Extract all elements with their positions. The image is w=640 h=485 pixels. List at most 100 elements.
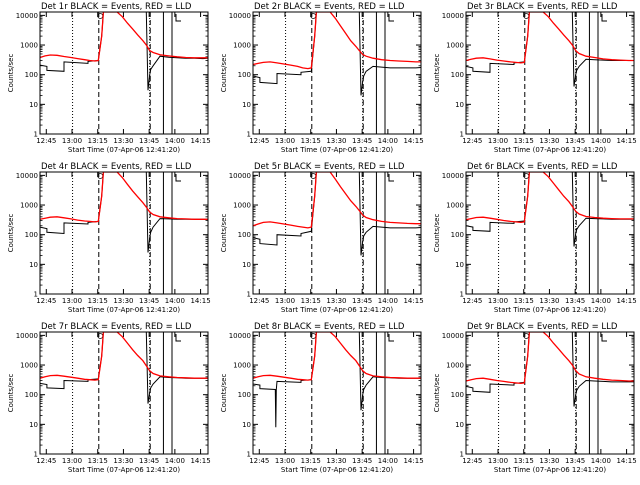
y-tick-label: 10000: [229, 12, 251, 20]
x-tick-label: 14:15: [616, 297, 636, 305]
x-tick-label: 13:00: [488, 297, 508, 305]
plot-frame: [465, 331, 635, 455]
x-tick-label: 13:45: [139, 457, 159, 465]
x-tick-label: 14:15: [403, 297, 423, 305]
y-tick-label: 10000: [16, 332, 38, 340]
x-tick-label: 12:45: [249, 137, 269, 145]
x-tick-label: 13:30: [539, 457, 559, 465]
x-tick-label: 13:00: [62, 137, 82, 145]
series-line-events: [253, 172, 421, 256]
x-tick-label: 13:15: [514, 137, 534, 145]
y-tick-label: 10000: [442, 332, 464, 340]
y-tick-label: 1000: [20, 42, 38, 50]
x-tick-label: 13:15: [88, 297, 108, 305]
time-bracket-mark: [175, 14, 181, 22]
x-tick-label: 13:15: [301, 137, 321, 145]
time-bracket-mark: [175, 334, 181, 342]
x-tick-label: 12:45: [36, 297, 56, 305]
x-tick-label: 13:15: [514, 297, 534, 305]
y-tick-label: 10: [455, 261, 464, 269]
plot-frame: [465, 11, 635, 135]
series-line-events: [253, 332, 421, 428]
chart-panel-6: Det 6r BLACK = Events, RED = LLD 1 10 100 10…: [433, 162, 637, 314]
x-tick-label: 13:00: [275, 137, 295, 145]
x-tick-label: 14:00: [378, 457, 398, 465]
x-tick-label: 13:30: [326, 137, 346, 145]
x-tick-label: 14:00: [591, 297, 611, 305]
plot-frame: [39, 11, 209, 135]
y-tick-label: 100: [25, 391, 38, 399]
y-tick-label: 10: [242, 261, 251, 269]
plot-frame: [39, 331, 209, 455]
y-axis-label: Counts/sec: [220, 214, 228, 253]
x-tick-label: 13:30: [539, 297, 559, 305]
series-line-lld: [40, 12, 208, 62]
time-bracket-mark: [388, 334, 394, 342]
chart-panel-7: Det 7r BLACK = Events, RED = LLD 1 10 100 10…: [7, 322, 211, 474]
x-tick-label: 13:30: [326, 297, 346, 305]
y-tick-label: 10: [29, 421, 38, 429]
y-tick-label: 1: [460, 451, 464, 459]
series-line-events: [466, 332, 634, 407]
y-tick-label: 1: [460, 291, 464, 299]
series-line-events: [466, 12, 634, 87]
plot-frame: [39, 171, 209, 295]
y-tick-label: 1000: [233, 202, 251, 210]
x-tick-label: 13:45: [565, 297, 585, 305]
x-tick-label: 13:30: [113, 137, 133, 145]
x-tick-label: 14:15: [403, 457, 423, 465]
x-tick-label: 12:45: [249, 297, 269, 305]
series-line-events: [253, 12, 421, 96]
x-tick-label: 13:15: [514, 457, 534, 465]
x-tick-label: 14:00: [591, 457, 611, 465]
x-axis-label: Start Time (07-Apr-06 12:41:20): [494, 306, 606, 314]
x-tick-label: 12:45: [36, 137, 56, 145]
time-bracket-mark: [601, 334, 607, 342]
y-tick-label: 1000: [233, 42, 251, 50]
y-tick-label: 1000: [446, 42, 464, 50]
y-tick-label: 100: [238, 391, 251, 399]
plot-frame: [252, 331, 422, 455]
x-tick-label: 13:15: [301, 297, 321, 305]
x-tick-label: 14:15: [616, 457, 636, 465]
x-tick-label: 14:15: [616, 137, 636, 145]
chart-title: Det 6r BLACK = Events, RED = LLD: [467, 162, 618, 172]
chart-panel-1: Det 1r BLACK = Events, RED = LLD 1 10 100 10…: [7, 2, 211, 154]
y-tick-label: 100: [451, 391, 464, 399]
y-axis-label: Counts/sec: [220, 54, 228, 93]
y-axis-label: Counts/sec: [220, 374, 228, 413]
x-axis-label: Start Time (07-Apr-06 12:41:20): [68, 146, 180, 154]
y-tick-label: 10000: [16, 12, 38, 20]
y-tick-label: 10000: [229, 172, 251, 180]
chart-panel-9: Det 9r BLACK = Events, RED = LLD 1 10 100 10…: [433, 322, 637, 474]
series-line-events: [40, 172, 208, 253]
x-tick-label: 14:00: [165, 297, 185, 305]
x-tick-label: 14:15: [190, 457, 210, 465]
y-axis-label: Counts/sec: [7, 54, 15, 93]
x-tick-label: 13:00: [488, 457, 508, 465]
series-line-events: [466, 172, 634, 247]
x-tick-label: 13:00: [62, 457, 82, 465]
chart-title: Det 5r BLACK = Events, RED = LLD: [254, 162, 405, 172]
x-tick-label: 13:45: [352, 457, 372, 465]
x-axis-label: Start Time (07-Apr-06 12:41:20): [281, 306, 393, 314]
chart-title: Det 4r BLACK = Events, RED = LLD: [41, 162, 192, 172]
x-tick-label: 14:00: [378, 137, 398, 145]
x-tick-label: 13:15: [88, 457, 108, 465]
x-tick-label: 14:15: [403, 137, 423, 145]
y-tick-label: 1: [247, 131, 251, 139]
plot-frame: [252, 171, 422, 295]
x-tick-label: 13:00: [275, 297, 295, 305]
time-bracket-mark: [388, 14, 394, 22]
y-tick-label: 1: [34, 291, 38, 299]
y-tick-label: 10: [29, 261, 38, 269]
x-tick-label: 13:45: [139, 297, 159, 305]
y-tick-label: 1000: [446, 202, 464, 210]
x-tick-label: 14:00: [165, 457, 185, 465]
y-tick-label: 1: [34, 131, 38, 139]
x-tick-label: 12:45: [462, 457, 482, 465]
x-tick-label: 14:00: [165, 137, 185, 145]
x-tick-label: 13:45: [565, 137, 585, 145]
